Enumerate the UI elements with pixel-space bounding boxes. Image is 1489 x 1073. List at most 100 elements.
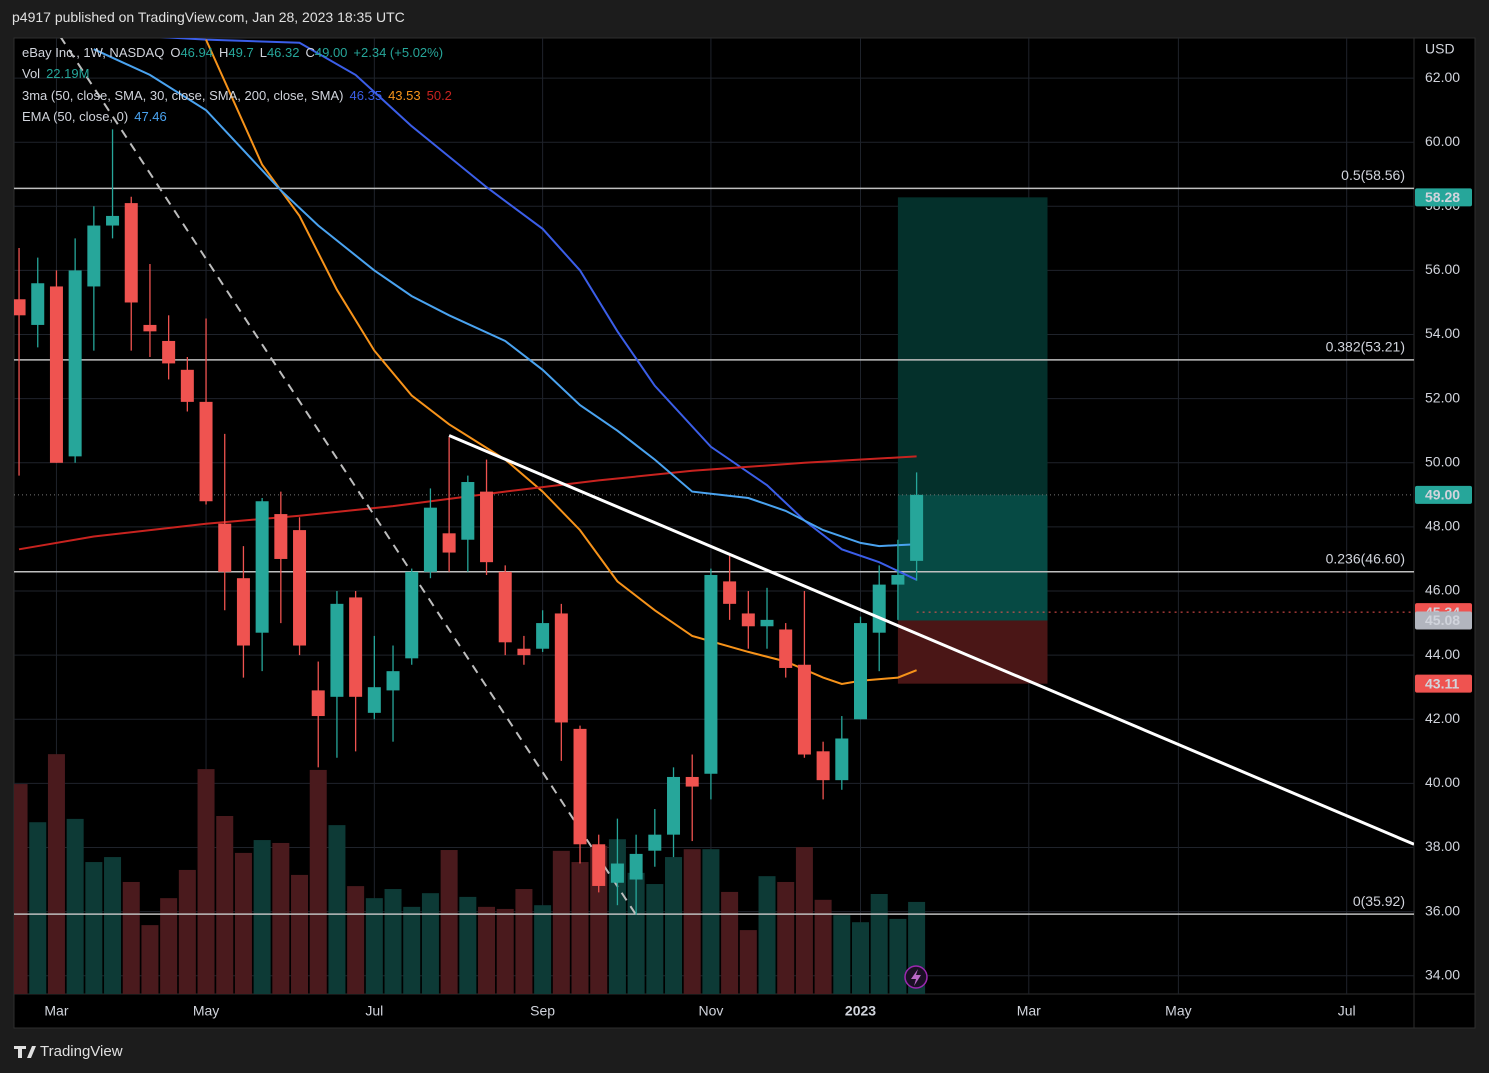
candle-body [236,578,250,646]
volume-bar [141,925,159,994]
volume-bar [646,884,664,994]
candle-body [330,603,344,697]
legend-ma: 3ma (50, close, SMA, 30, close, SMA, 200… [22,88,458,103]
volume-bar [702,849,720,994]
candle-body [143,324,157,332]
o-label: O [170,45,181,60]
volume-bar [85,862,103,994]
fib-label: 0.382(53.21) [1326,339,1405,355]
vol-value: 22.19M [46,66,90,81]
y-tick-label: 44.00 [1425,646,1460,662]
volume-bar [160,898,178,994]
volume-bar [47,754,65,994]
x-tick-label: Sep [530,1003,555,1019]
candle-body [106,215,120,226]
fib-label: 0(35.92) [1353,893,1405,909]
candle-body [180,369,194,402]
volume-bar [178,869,196,994]
ma-label: 3ma (50, close, SMA, 30, close, SMA, 200… [22,88,344,103]
volume-bar [814,899,832,994]
entry-tag [1415,611,1472,630]
volume-bar [122,881,140,994]
volume-bar [253,840,271,994]
o-value: 46.94 [180,45,213,60]
legend-main: eBay Inc., 1W, NASDAQ O46.94 H49.7 L46.32 C4… [22,45,449,60]
y-tick-label: 56.00 [1425,261,1460,277]
candle-body [910,494,924,561]
brand-name: TradingView [40,1043,123,1060]
vol-label: Vol [22,66,41,81]
candle-body [274,514,288,559]
x-tick-label: Nov [698,1003,723,1019]
volume-bar [328,825,346,994]
h-label: H [219,45,229,60]
volume-bar [627,872,645,994]
candle-body [405,571,419,659]
change: +2.34 (+5.02%) [353,45,444,60]
volume-bar [347,886,365,994]
candle-body [349,597,363,697]
event-icon-bolt [911,969,921,986]
candle-body [741,613,755,627]
moving-average [160,38,918,581]
candle-body [573,728,587,845]
x-tick-label: Mar [1017,1003,1041,1019]
x-tick-label: Jul [365,1003,383,1019]
candle-body [667,776,681,835]
volume-bar [272,842,290,994]
volume-bar [14,784,28,994]
stop-tag-label: 43.11 [1425,675,1459,691]
candle-body [480,491,494,563]
candle-body [704,574,718,774]
volume-bar [403,906,421,994]
candle-body [872,584,886,633]
volume-bar [534,905,552,994]
currency-label: USD [1425,41,1455,57]
volume-bar [683,849,701,994]
candle-body [442,533,456,553]
candle-body [124,203,138,303]
candle-body [423,507,437,572]
volume-bar [552,850,570,994]
y-tick-label: 40.00 [1425,774,1460,790]
legend-ema: EMA (50, close, 0) 47.46 [22,109,173,124]
y-tick-label: 48.00 [1425,518,1460,534]
volume-bar [496,908,514,994]
l-value: 46.32 [266,45,300,60]
publish-info: p4917 published on TradingView.com, Jan … [12,9,405,25]
volume-bar [515,889,533,994]
volume-bar [66,818,84,994]
x-tick-label: Mar [44,1003,68,1019]
candle-body [891,574,905,585]
ma-value: 46.35 [349,88,383,103]
y-tick-label: 42.00 [1425,710,1460,726]
symbol: eBay Inc., 1W, NASDAQ [22,45,165,60]
volume-bar [758,876,776,994]
volume-bar [421,893,439,994]
volume-bar [478,906,496,994]
candle-body [685,776,699,787]
candle-body [517,648,531,656]
volume-bar [665,857,683,994]
candle-body [311,690,325,717]
c-label: C [305,45,315,60]
legend-vol: Vol 22.19M [22,66,95,81]
candle-body [14,299,26,316]
candle-body [723,581,737,604]
volume-bar [870,894,888,994]
moving-average [205,39,917,686]
candle-body [367,687,381,713]
candle-body [648,834,662,851]
candle-body [68,270,82,457]
x-tick-label: Jul [1338,1003,1356,1019]
y-tick-label: 62.00 [1425,69,1460,85]
candle-body [386,671,400,691]
candle-body [31,283,45,325]
candle-body [461,482,475,540]
fib-label: 0.236(46.60) [1326,550,1405,566]
candle-body [87,225,101,287]
candle-body [592,844,606,886]
ma-value: 50.2 [426,88,452,103]
